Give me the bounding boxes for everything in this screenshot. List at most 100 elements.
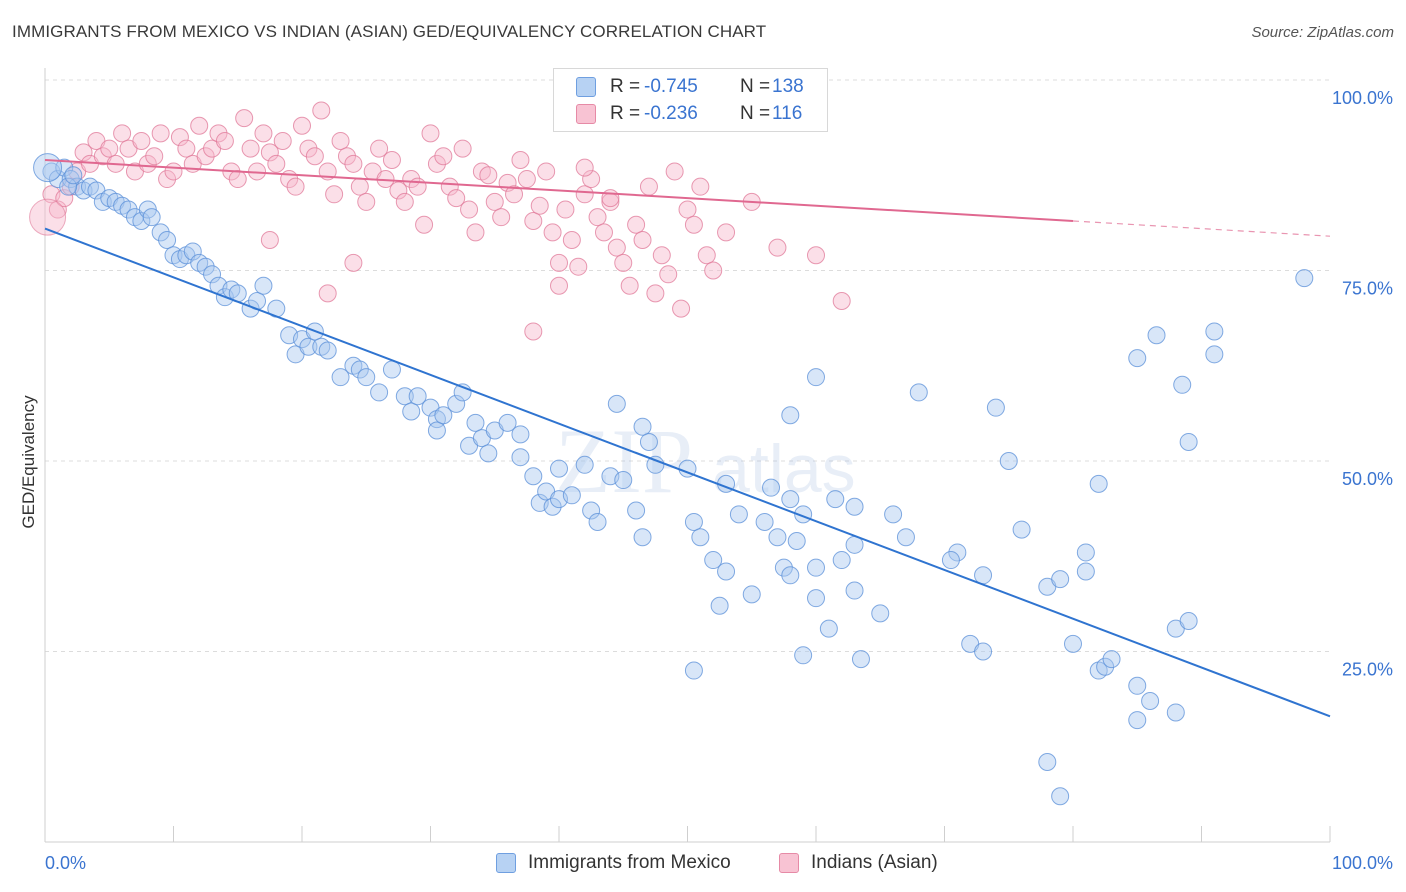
point-mexico [1173, 375, 1192, 394]
point-indians [652, 246, 671, 265]
point-mexico [845, 581, 864, 600]
trendline-mexico [44, 227, 1331, 718]
point-indians [543, 223, 562, 242]
point-indians [659, 265, 678, 284]
point-mexico [1147, 326, 1166, 345]
point-indians [382, 151, 401, 170]
point-mexico [774, 558, 793, 577]
point-indians [550, 276, 568, 295]
tick-labels: 100.0% 75.0% 50.0% 25.0% 0.0% 100.0% [45, 88, 1393, 873]
point-mexico [1012, 520, 1031, 539]
point-indians [196, 147, 215, 166]
point-mexico [158, 231, 177, 250]
point-mexico [550, 459, 568, 478]
point-indians [260, 143, 279, 162]
point-mexico [588, 512, 607, 531]
point-mexico [1102, 650, 1121, 669]
legend-n-label: N = [740, 76, 771, 97]
point-indians [177, 139, 196, 158]
point-mexico [427, 421, 446, 440]
point-mexico [1141, 692, 1160, 711]
point-mexico [896, 528, 915, 547]
point-indians [678, 200, 697, 219]
legend-r-label: R = [610, 76, 641, 97]
point-mexico [562, 486, 581, 505]
legend-n-value: 138 [772, 76, 804, 97]
point-indians [215, 131, 234, 150]
point-mexico [1076, 543, 1095, 562]
point-indians [331, 131, 350, 150]
legend-r-value: -0.236 [644, 103, 698, 124]
y-tick-label: 75.0% [1342, 279, 1393, 299]
point-mexico [646, 455, 665, 474]
legend-swatch-blue [576, 77, 596, 97]
point-indians [427, 154, 446, 173]
point-mexico [633, 528, 652, 547]
point-indians [704, 261, 723, 280]
bottom-legend-indians[interactable]: Indians (Asian) [779, 852, 938, 874]
point-indians [684, 215, 703, 234]
trendline-indians-extension [1072, 220, 1331, 237]
point-mexico [350, 360, 369, 379]
point-mexico [119, 200, 138, 219]
point-indians [691, 177, 710, 196]
bottom-legend: Immigrants from Mexico Indians (Asian) [0, 852, 1406, 878]
bottom-legend-mexico[interactable]: Immigrants from Mexico [496, 852, 731, 874]
point-mexico [704, 551, 723, 570]
point-mexico [64, 166, 83, 185]
point-mexico [55, 158, 74, 177]
legend-row-mexico: R = -0.745 N = 138 [576, 74, 804, 100]
y-tick-label: 50.0% [1342, 469, 1393, 489]
point-mexico [717, 562, 736, 581]
point-indians [293, 116, 311, 135]
watermark: ZIP atlas [555, 410, 856, 512]
point-mexico [614, 471, 633, 490]
point-mexico [781, 406, 800, 425]
trendline-indians [44, 159, 1074, 222]
point-indians [575, 158, 594, 177]
point-indians [164, 162, 183, 181]
point-mexico [794, 646, 813, 665]
series-indians-points [29, 101, 851, 341]
point-mexico [370, 383, 389, 402]
point-indians [524, 211, 543, 230]
point-indians [575, 185, 594, 204]
legend-r-label: R = [610, 103, 641, 124]
point-mexico [331, 368, 350, 387]
point-mexico [691, 528, 710, 547]
point-mexico [1295, 269, 1314, 288]
point-mexico [1051, 787, 1070, 806]
point-mexico [466, 413, 485, 432]
bottom-legend-swatch-pink [779, 853, 799, 873]
point-indians [582, 170, 601, 189]
point-mexico [755, 512, 774, 531]
point-indians [530, 196, 549, 215]
point-mexico [684, 512, 703, 531]
point-indians [594, 223, 613, 242]
point-indians [395, 192, 414, 211]
point-indians [479, 166, 498, 185]
point-mexico [999, 452, 1018, 470]
point-indians [344, 154, 363, 173]
point-indians [440, 177, 459, 196]
point-indians [672, 299, 691, 318]
legend-row-indians: R = -0.236 N = 116 [576, 101, 802, 127]
point-indians [453, 139, 472, 158]
point-mexico [851, 650, 870, 669]
point-indians [505, 185, 524, 204]
point-mexico [819, 619, 838, 638]
point-mexico [203, 265, 222, 284]
point-mexico [787, 532, 806, 551]
point-indians [421, 124, 440, 143]
point-mexico [1179, 612, 1198, 631]
point-mexico [254, 276, 273, 295]
point-indians [627, 215, 646, 234]
point-indians [601, 189, 620, 208]
point-mexico [941, 551, 960, 570]
y-tick-label: 25.0% [1342, 660, 1393, 680]
bottom-legend-swatch-blue [496, 853, 516, 873]
point-indians [434, 147, 453, 166]
point-mexico [48, 170, 67, 189]
legend-swatch-pink [576, 104, 596, 124]
point-indians [344, 253, 363, 272]
